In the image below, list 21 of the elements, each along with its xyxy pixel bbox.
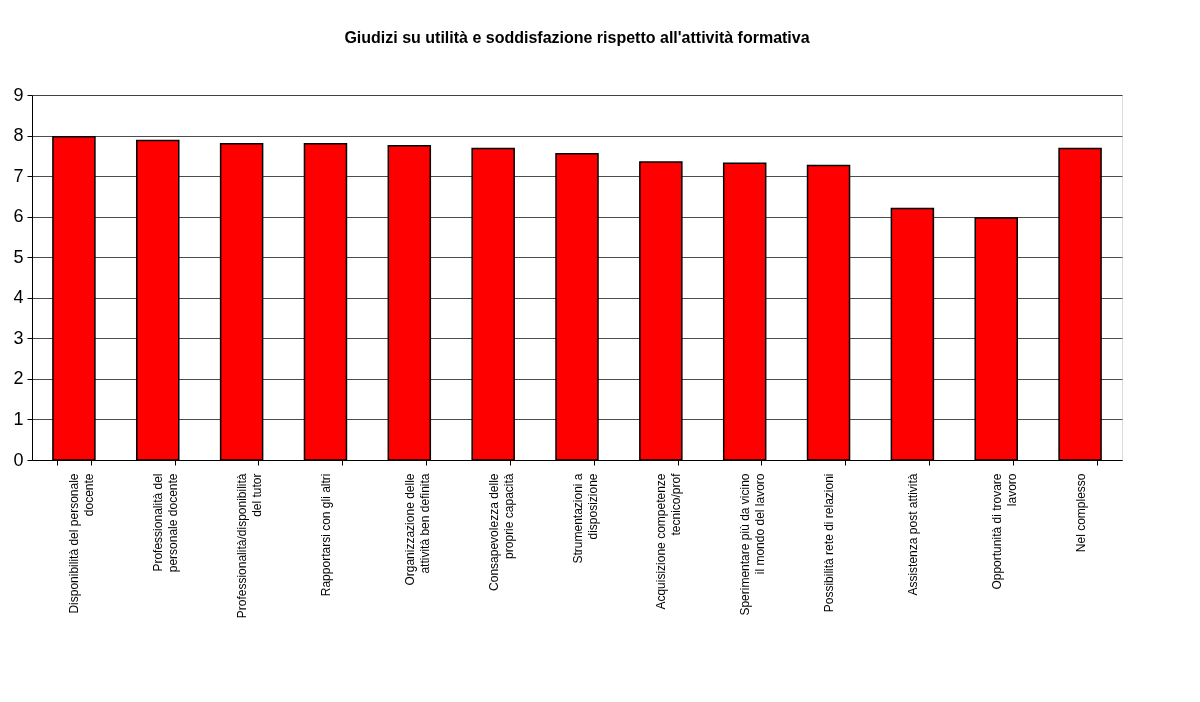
x-tick-label: Nel complesso — [1073, 473, 1088, 553]
x-tick-label: Rapportarsi con gli altri — [318, 473, 333, 597]
y-tick-label: 2 — [13, 368, 24, 389]
x-tick-label: Opportunità di trovare lavoro — [989, 473, 1019, 590]
y-tick-label: 9 — [13, 84, 24, 105]
x-tick-label: Possibilità rete di relazioni — [822, 473, 837, 613]
x-tick-label: Professionalità/disponibilità del tutor — [235, 473, 265, 619]
y-tick-label: 4 — [13, 287, 24, 308]
chart-title: Giudizi su utilità e soddisfazione rispetto all'attività formativa — [344, 29, 810, 46]
y-tick-label: 5 — [13, 246, 24, 267]
y-tick-label: 7 — [13, 165, 24, 186]
y-tick-label: 1 — [13, 408, 24, 429]
x-tick-label: Acquisizione competenze tecnico/prof — [654, 472, 684, 610]
y-tick-label: 8 — [13, 125, 24, 146]
x-tick-label: Strumentazioni a disposizione — [570, 473, 600, 564]
x-tick-label: Organizzazione delle attività ben definita — [402, 473, 432, 586]
x-tick-label: Assistenza post attività — [905, 473, 920, 596]
y-tick-label: 3 — [13, 327, 24, 348]
y-tick-label: 0 — [13, 449, 24, 470]
y-tick-label: 6 — [13, 206, 24, 227]
x-tick-label: Disponibilità del personale docente — [67, 473, 97, 614]
